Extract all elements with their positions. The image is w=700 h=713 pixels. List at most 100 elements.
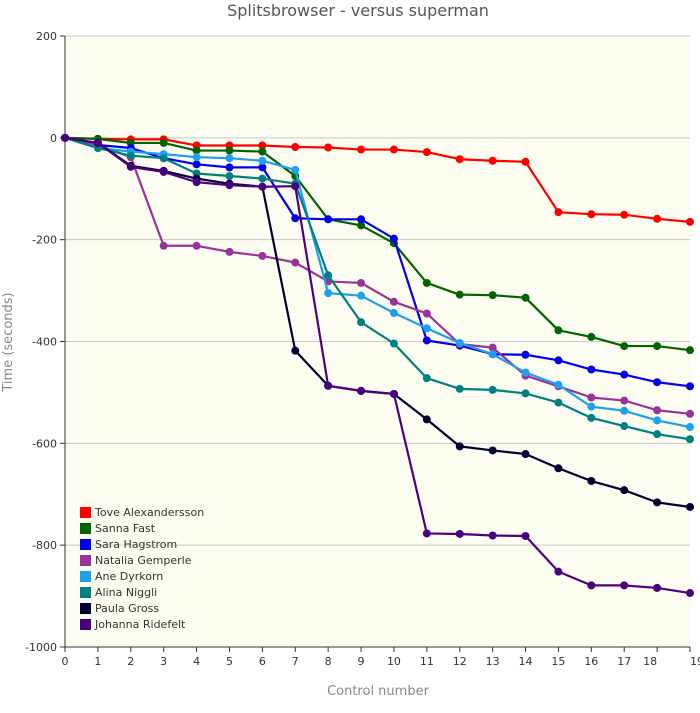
data-point[interactable] [93,138,102,147]
data-point[interactable] [225,172,234,181]
data-point[interactable] [225,247,234,256]
data-point[interactable] [488,385,497,394]
data-point[interactable] [521,293,530,302]
data-point[interactable] [192,160,201,169]
data-point[interactable] [455,529,464,538]
data-point[interactable] [554,398,563,407]
data-point[interactable] [587,210,596,219]
data-point[interactable] [258,251,267,260]
data-point[interactable] [455,339,464,348]
data-point[interactable] [587,402,596,411]
data-point[interactable] [488,531,497,540]
data-point[interactable] [422,415,431,424]
data-point[interactable] [620,342,629,351]
data-point[interactable] [653,406,662,415]
data-point[interactable] [620,486,629,495]
data-point[interactable] [488,291,497,300]
data-point[interactable] [587,393,596,402]
data-point[interactable] [291,142,300,151]
data-point[interactable] [521,532,530,541]
data-point[interactable] [521,157,530,166]
data-point[interactable] [389,389,398,398]
data-point[interactable] [225,146,234,155]
data-point[interactable] [258,182,267,191]
data-point[interactable] [455,155,464,164]
data-point[interactable] [126,162,135,171]
data-point[interactable] [422,374,431,383]
data-point[interactable] [159,241,168,250]
data-point[interactable] [159,154,168,163]
data-point[interactable] [686,409,694,418]
data-point[interactable] [389,234,398,243]
data-point[interactable] [620,581,629,590]
data-point[interactable] [357,221,366,230]
data-point[interactable] [126,151,135,160]
data-point[interactable] [686,217,694,226]
data-point[interactable] [686,346,694,355]
data-point[interactable] [554,380,563,389]
data-point[interactable] [258,141,267,150]
data-point[interactable] [389,145,398,154]
data-point[interactable] [488,446,497,455]
data-point[interactable] [653,342,662,351]
data-point[interactable] [653,583,662,592]
data-point[interactable] [389,297,398,306]
data-point[interactable] [521,368,530,377]
data-point[interactable] [686,502,694,511]
data-point[interactable] [357,278,366,287]
data-point[interactable] [291,214,300,223]
data-point[interactable] [192,241,201,250]
data-point[interactable] [357,291,366,300]
data-point[interactable] [653,378,662,387]
data-point[interactable] [291,165,300,174]
data-point[interactable] [686,382,694,391]
data-point[interactable] [357,318,366,327]
data-point[interactable] [554,326,563,335]
data-point[interactable] [357,215,366,224]
data-point[interactable] [521,450,530,459]
data-point[interactable] [291,258,300,267]
data-point[interactable] [587,581,596,590]
data-point[interactable] [357,386,366,395]
data-point[interactable] [653,214,662,223]
data-point[interactable] [554,356,563,365]
data-point[interactable] [225,163,234,172]
data-point[interactable] [653,416,662,425]
data-point[interactable] [389,308,398,317]
data-point[interactable] [455,384,464,393]
data-point[interactable] [192,146,201,155]
data-point[interactable] [587,332,596,341]
data-point[interactable] [620,406,629,415]
data-point[interactable] [357,145,366,154]
data-point[interactable] [587,413,596,422]
data-point[interactable] [620,396,629,405]
data-point[interactable] [61,133,69,142]
data-point[interactable] [324,289,333,298]
data-point[interactable] [554,464,563,473]
data-point[interactable] [521,389,530,398]
data-point[interactable] [686,589,694,598]
data-point[interactable] [488,350,497,359]
data-point[interactable] [291,346,300,355]
data-point[interactable] [225,154,234,163]
data-point[interactable] [422,336,431,345]
data-point[interactable] [225,181,234,190]
data-point[interactable] [686,435,694,444]
data-point[interactable] [291,182,300,191]
data-point[interactable] [455,290,464,299]
data-point[interactable] [653,430,662,439]
data-point[interactable] [620,210,629,219]
data-point[interactable] [587,477,596,486]
data-point[interactable] [422,148,431,157]
data-point[interactable] [192,178,201,187]
data-point[interactable] [653,498,662,507]
data-point[interactable] [521,350,530,359]
data-point[interactable] [488,343,497,352]
data-point[interactable] [620,422,629,431]
data-point[interactable] [258,147,267,156]
data-point[interactable] [422,324,431,333]
data-point[interactable] [422,278,431,287]
data-point[interactable] [159,138,168,147]
data-point[interactable] [258,156,267,165]
data-point[interactable] [324,271,333,280]
